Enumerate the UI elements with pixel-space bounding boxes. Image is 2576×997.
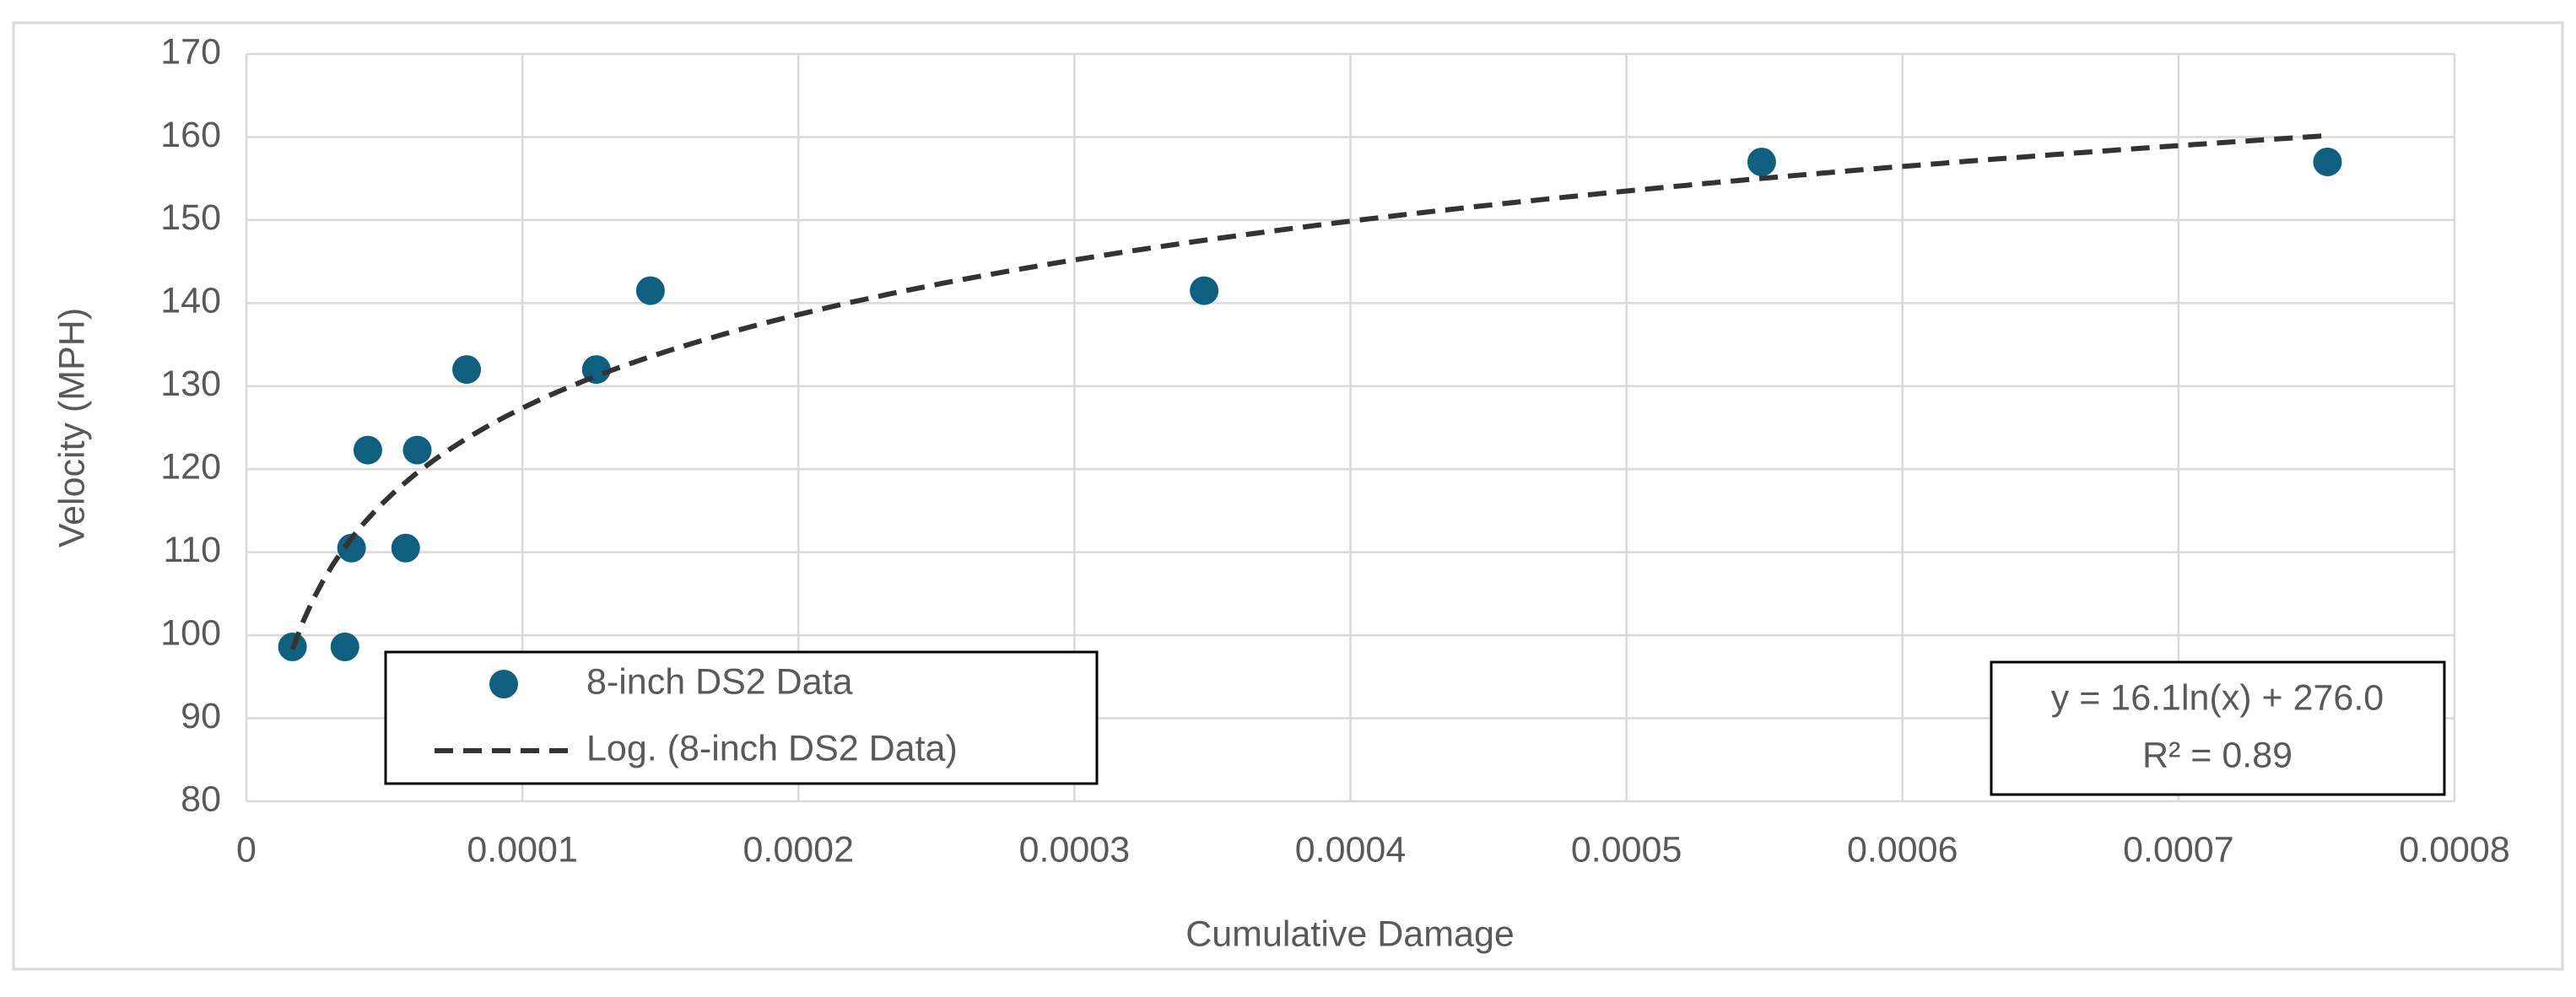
y-tick-label: 90	[181, 696, 221, 736]
point	[353, 435, 382, 465]
x-tick-label: 0.0003	[1019, 829, 1131, 870]
y-tick-label: 110	[163, 530, 221, 570]
y-tick-label: 150	[160, 197, 221, 238]
legend-label: 8-inch DS2 Data	[586, 661, 853, 702]
x-tick-label: 0.0007	[2123, 829, 2234, 870]
point	[1190, 276, 1219, 305]
equation-box	[1990, 660, 2446, 796]
equation: y = 16.1ln(x) + 276.0	[2051, 677, 2384, 718]
x-tick-label: 0.0008	[2399, 829, 2510, 870]
y-tick-label: 100	[160, 612, 221, 653]
point	[1747, 147, 1776, 176]
chart-border	[12, 21, 2564, 971]
x-tick-label: 0.0005	[1571, 829, 1682, 870]
y-tick-label: 160	[160, 115, 221, 155]
point	[402, 435, 432, 465]
point	[330, 632, 359, 661]
x-tick-label: 0.0004	[1295, 829, 1407, 870]
x-tick-label: 0	[236, 829, 257, 870]
point	[635, 276, 665, 305]
y-axis-title: Velocity (MPH)	[51, 308, 92, 547]
point	[337, 533, 366, 563]
legend-label: Log. (8-inch DS2 Data)	[586, 728, 958, 768]
y-tick-label: 170	[160, 31, 221, 72]
y-tick-label: 80	[181, 779, 221, 819]
y-tick-label: 140	[160, 281, 221, 321]
r-squared: R² = 0.89	[2142, 735, 2292, 775]
x-axis-title: Cumulative Damage	[1185, 913, 1515, 954]
trendline	[289, 132, 2328, 651]
x-tick-label: 0.0001	[467, 829, 578, 870]
x-tick-label: 0.0006	[1847, 829, 1958, 870]
x-tick-label: 0.0002	[743, 829, 854, 870]
point	[2313, 147, 2342, 176]
y-tick-label: 120	[160, 447, 221, 488]
legend-marker	[489, 670, 518, 698]
point	[452, 355, 482, 385]
point	[391, 533, 420, 563]
y-tick-label: 130	[160, 364, 221, 404]
